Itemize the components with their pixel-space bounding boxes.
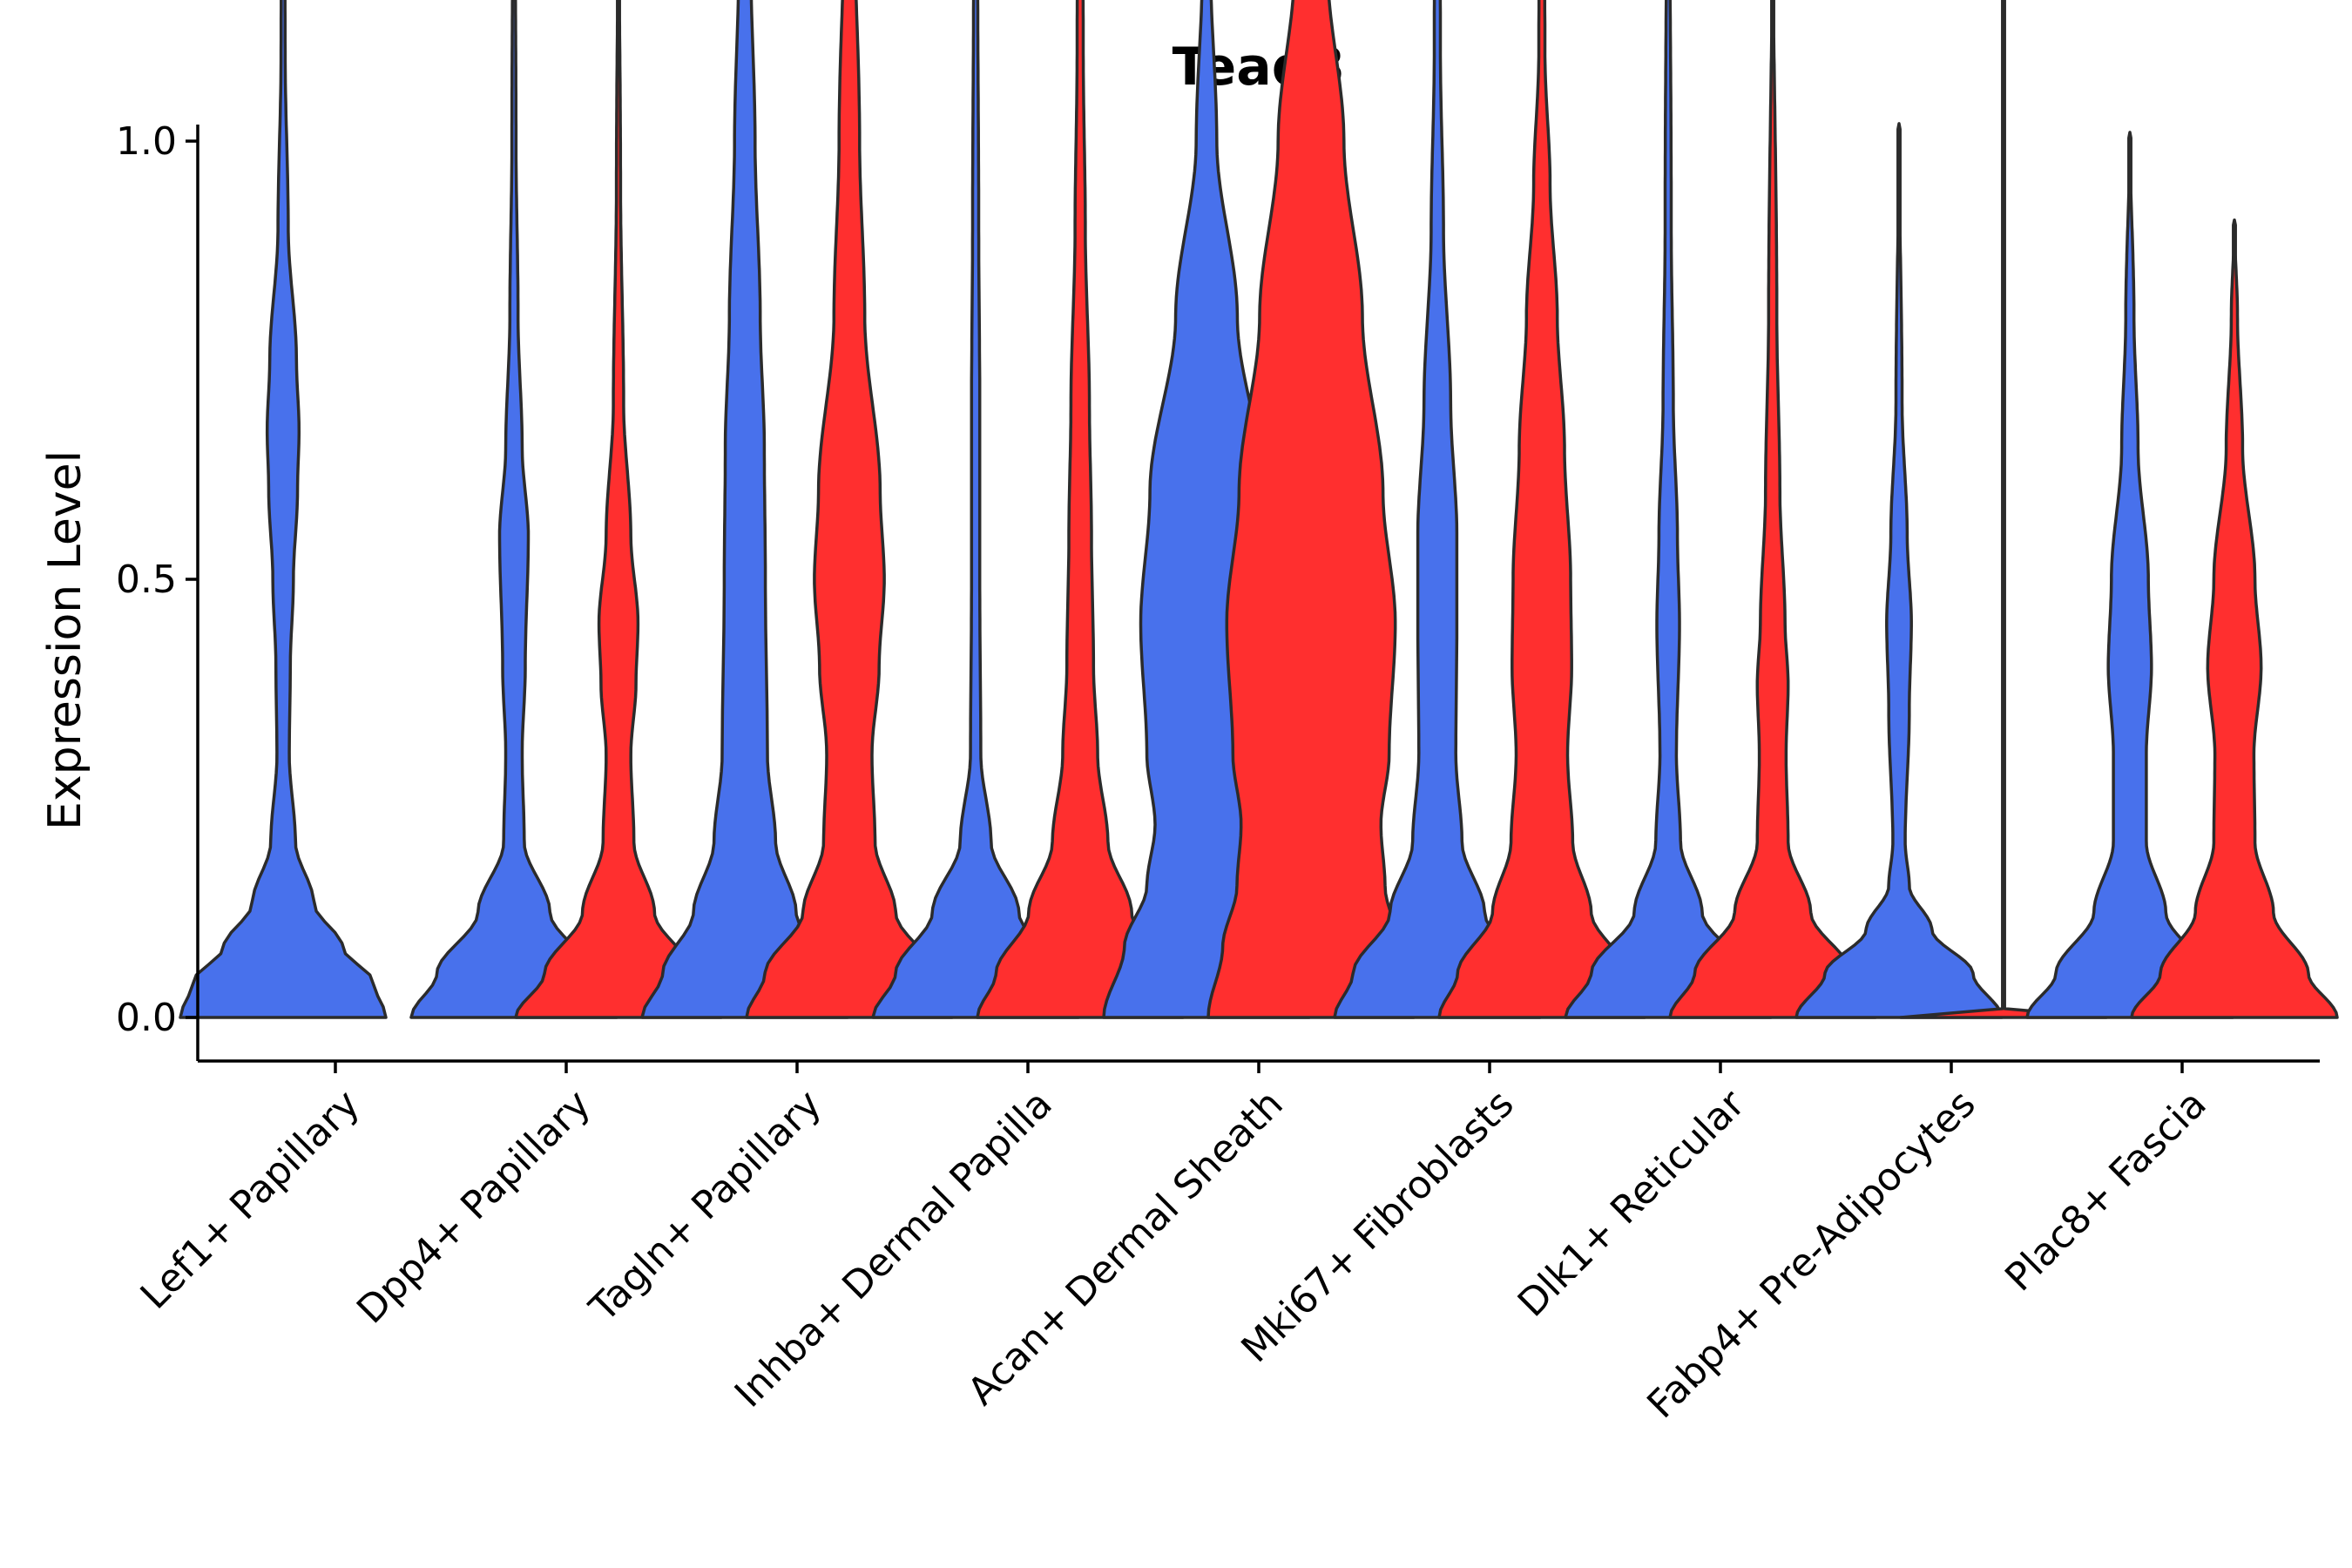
violin-blue	[1564, 0, 1773, 1019]
violin-blue	[409, 0, 618, 1019]
y-tick-label: 1.0	[116, 119, 177, 164]
violin-blue	[871, 0, 1080, 1019]
violin-blue	[1333, 0, 1542, 1019]
x-tick-label: Tagln+ Papillary	[581, 1082, 830, 1331]
y-ticks: 0.00.51.01.52.0	[116, 119, 198, 1040]
violin-red	[1206, 0, 1416, 1019]
violin-blue	[179, 0, 388, 1019]
violin-red	[976, 0, 1185, 1019]
violin-blue	[2025, 131, 2234, 1019]
violin-red	[2130, 218, 2339, 1019]
violin-group	[179, 0, 2339, 1019]
violin-blue	[640, 0, 849, 1019]
violin-red	[1899, 0, 2108, 1019]
violin-red	[514, 0, 723, 1019]
violin-red	[1668, 0, 1877, 1019]
violin-red	[745, 0, 954, 1019]
y-tick-label: 0.0	[116, 996, 177, 1040]
x-tick-label: Lef1+ Papillary	[132, 1082, 368, 1318]
y-tick-label: 0.5	[116, 558, 177, 602]
y-axis-label: Expression Level	[39, 450, 91, 830]
x-tick-label: Dlk1+ Reticular	[1510, 1081, 1754, 1326]
violin-red	[1437, 0, 1646, 1019]
x-tick-label: Dpp4+ Papillary	[348, 1082, 599, 1333]
x-tick-label: Plac8+ Fascia	[1997, 1082, 2215, 1301]
violin-blue	[1794, 122, 2004, 1019]
